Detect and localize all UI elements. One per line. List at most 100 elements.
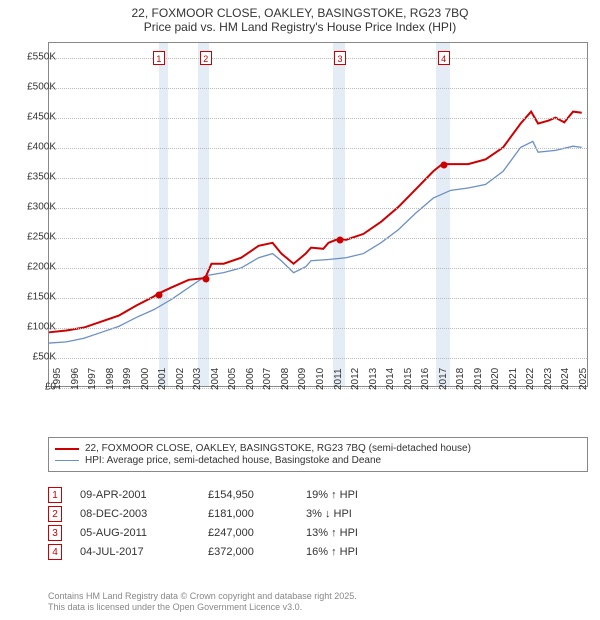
y-axis-label: £200K [27,262,56,273]
title-line-2: Price paid vs. HM Land Registry's House … [0,20,600,34]
sales-table: 1 09-APR-2001 £154,950 19% ↑ HPI 2 08-DEC-200… [48,484,588,563]
sale-row-diff: 3% ↓ HPI [306,508,406,520]
x-axis-label: 2017 [438,368,449,390]
y-axis-label: £450K [27,112,56,123]
sale-row: 4 04-JUL-2017 £372,000 16% ↑ HPI [48,544,588,560]
legend-swatch-hpi [55,460,79,461]
sale-row-price: £154,950 [208,489,288,501]
x-axis-label: 2021 [508,368,519,390]
series-hpi [49,141,582,343]
legend-label-hpi: HPI: Average price, semi-detached house,… [85,455,381,466]
x-axis-label: 2008 [280,368,291,390]
x-axis-label: 2012 [350,368,361,390]
gridline [49,148,587,149]
x-axis-label: 2004 [210,368,221,390]
y-axis-label: £400K [27,142,56,153]
sale-dot [155,292,162,299]
gridline [49,238,587,239]
footer: Contains HM Land Registry data © Crown c… [48,591,588,614]
sale-row: 1 09-APR-2001 £154,950 19% ↑ HPI [48,487,588,503]
sale-row-date: 04-JUL-2017 [80,546,190,558]
legend: 22, FOXMOOR CLOSE, OAKLEY, BASINGSTOKE, … [48,437,588,472]
x-axis-label: 2014 [385,368,396,390]
sale-row-num: 4 [48,544,62,560]
x-axis-label: 1995 [52,368,63,390]
y-axis-label: £550K [27,52,56,63]
y-axis-label: £300K [27,202,56,213]
sale-row-diff: 19% ↑ HPI [306,489,406,501]
y-axis-label: £150K [27,292,56,303]
gridline [49,328,587,329]
x-axis-label: 2009 [297,368,308,390]
gridline [49,358,587,359]
x-axis-label: 2002 [175,368,186,390]
sale-row-num: 1 [48,487,62,503]
y-axis-label: £100K [27,322,56,333]
y-axis-label: £50K [33,352,56,363]
legend-label-price-paid: 22, FOXMOOR CLOSE, OAKLEY, BASINGSTOKE, … [85,443,471,454]
sale-row-date: 09-APR-2001 [80,489,190,501]
legend-swatch-price-paid [55,448,79,450]
sale-marker-box: 4 [438,51,450,65]
sale-row-diff: 13% ↑ HPI [306,527,406,539]
x-axis-label: 2018 [455,368,466,390]
sale-marker-box: 2 [200,51,212,65]
chart-svg [49,43,587,386]
sale-row-price: £181,000 [208,508,288,520]
x-axis-label: 2011 [333,368,344,390]
x-axis-label: 1999 [122,368,133,390]
footer-line-2: This data is licensed under the Open Gov… [48,602,588,614]
x-axis-label: 2000 [140,368,151,390]
x-axis-label: 2005 [227,368,238,390]
x-axis-label: 1998 [105,368,116,390]
x-axis-label: 2024 [560,368,571,390]
legend-item-price-paid: 22, FOXMOOR CLOSE, OAKLEY, BASINGSTOKE, … [55,443,581,454]
x-axis-label: 2006 [245,368,256,390]
x-axis-label: 2013 [368,368,379,390]
x-axis-label: 2015 [403,368,414,390]
x-axis-label: 2022 [525,368,536,390]
x-axis-label: 2001 [157,368,168,390]
y-axis-label: £350K [27,172,56,183]
series-price_paid [49,112,582,333]
gridline [49,88,587,89]
gridline [49,298,587,299]
sale-dot [337,236,344,243]
sale-dot [202,276,209,283]
gridline [49,208,587,209]
sale-row-diff: 16% ↑ HPI [306,546,406,558]
title-block: 22, FOXMOOR CLOSE, OAKLEY, BASINGSTOKE, … [0,0,600,36]
y-axis-label: £500K [27,82,56,93]
y-axis-label: £250K [27,232,56,243]
sale-row-price: £372,000 [208,546,288,558]
x-axis-label: 2003 [192,368,203,390]
gridline [49,118,587,119]
x-axis-label: 2023 [543,368,554,390]
sale-dot [440,161,447,168]
chart-container: 22, FOXMOOR CLOSE, OAKLEY, BASINGSTOKE, … [0,0,600,620]
sale-row-price: £247,000 [208,527,288,539]
x-axis-label: 2020 [490,368,501,390]
gridline [49,268,587,269]
sale-row-date: 08-DEC-2003 [80,508,190,520]
sale-row: 2 08-DEC-2003 £181,000 3% ↓ HPI [48,506,588,522]
x-axis-label: 2016 [420,368,431,390]
x-axis-label: 2007 [262,368,273,390]
sale-row: 3 05-AUG-2011 £247,000 13% ↑ HPI [48,525,588,541]
sale-marker-box: 3 [334,51,346,65]
sale-marker-box: 1 [153,51,165,65]
legend-item-hpi: HPI: Average price, semi-detached house,… [55,455,581,466]
gridline [49,58,587,59]
title-line-1: 22, FOXMOOR CLOSE, OAKLEY, BASINGSTOKE, … [0,6,600,20]
x-axis-label: 2010 [315,368,326,390]
footer-line-1: Contains HM Land Registry data © Crown c… [48,591,588,603]
gridline [49,178,587,179]
chart-area: 1 2 3 4 [48,42,588,387]
x-axis-label: 2019 [473,368,484,390]
x-axis-label: 2025 [578,368,589,390]
sale-row-date: 05-AUG-2011 [80,527,190,539]
x-axis-label: 1997 [87,368,98,390]
sale-row-num: 2 [48,506,62,522]
sale-row-num: 3 [48,525,62,541]
x-axis-label: 1996 [70,368,81,390]
